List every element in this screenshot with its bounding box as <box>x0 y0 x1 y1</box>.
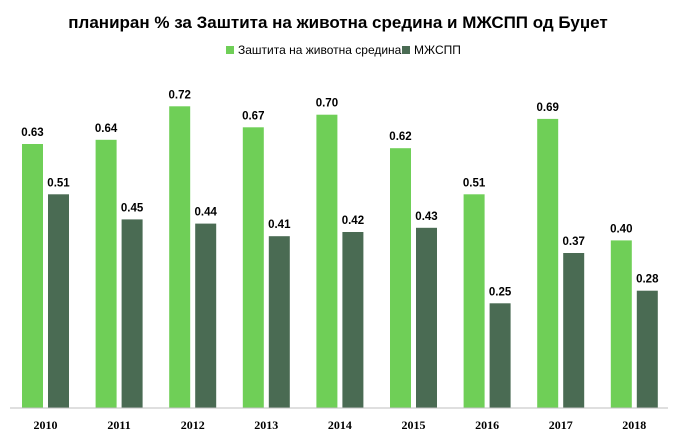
bars-layer <box>22 106 658 409</box>
x-tick-label-2015: 2015 <box>402 418 426 432</box>
legend-label-environment: Заштита на животна средина <box>238 43 402 57</box>
bar-mzhspp-2015 <box>416 227 437 408</box>
x-tick-label-2014: 2014 <box>328 418 352 432</box>
value-label-mzhspp-2018: 0.28 <box>636 274 659 286</box>
value-label-environment-2017: 0.69 <box>537 102 559 114</box>
bar-mzhspp-2011 <box>121 219 143 408</box>
bar-environment-2014 <box>316 114 338 408</box>
bar-environment-2017 <box>537 118 559 409</box>
value-label-mzhspp-2010: 0.51 <box>47 177 70 189</box>
bar-environment-2018 <box>610 240 632 408</box>
legend-swatch-environment <box>226 46 234 54</box>
value-label-mzhspp-2011: 0.45 <box>121 202 144 214</box>
value-label-environment-2010: 0.63 <box>21 127 43 139</box>
legend: Заштита на животна средина МЖСПП <box>226 43 461 57</box>
x-axis-ticks: 2010 2011 2012 2013 2014 2015 2016 2017 2018 <box>34 418 647 432</box>
value-label-mzhspp-2014: 0.42 <box>342 215 364 227</box>
legend-label-mzhspp: МЖСПП <box>414 43 461 57</box>
value-label-mzhspp-2012: 0.44 <box>195 207 218 219</box>
legend-swatch-mzhspp <box>402 46 410 54</box>
bar-mzhspp-2014 <box>342 232 364 408</box>
value-label-environment-2012: 0.72 <box>169 89 191 101</box>
bar-mzhspp-2017 <box>563 253 585 408</box>
value-label-environment-2014: 0.70 <box>316 98 338 110</box>
x-tick-label-2010: 2010 <box>34 418 58 432</box>
bar-mzhspp-2018 <box>636 290 658 408</box>
chart-title: планиран % за Заштита на животна средина… <box>68 13 607 32</box>
value-labels-layer: 0.63 0.51 0.64 0.45 0.72 0.44 0.67 0.41 0.70 0.42… <box>21 89 659 298</box>
bar-environment-2010 <box>22 144 43 408</box>
value-label-environment-2018: 0.40 <box>610 223 632 235</box>
x-tick-label-2018: 2018 <box>622 418 646 432</box>
bar-environment-2015 <box>390 148 411 408</box>
bar-mzhspp-2012 <box>195 223 217 408</box>
value-label-environment-2016: 0.51 <box>463 177 486 189</box>
bar-mzhspp-2013 <box>268 236 290 408</box>
value-label-environment-2013: 0.67 <box>242 110 264 122</box>
value-label-environment-2011: 0.64 <box>95 123 118 135</box>
bar-mzhspp-2016 <box>489 303 511 409</box>
bar-environment-2012 <box>169 106 191 409</box>
bar-environment-2011 <box>95 139 117 409</box>
x-tick-label-2013: 2013 <box>254 418 278 432</box>
x-tick-label-2011: 2011 <box>107 418 130 432</box>
value-label-mzhspp-2013: 0.41 <box>268 219 291 231</box>
value-label-environment-2015: 0.62 <box>389 131 411 143</box>
value-label-mzhspp-2015: 0.43 <box>415 211 437 223</box>
bar-mzhspp-2010 <box>48 194 69 408</box>
value-label-mzhspp-2016: 0.25 <box>489 286 512 298</box>
bar-environment-2013 <box>242 127 264 409</box>
x-tick-label-2017: 2017 <box>549 418 573 432</box>
bar-environment-2016 <box>463 194 485 408</box>
x-tick-label-2012: 2012 <box>181 418 205 432</box>
value-label-mzhspp-2017: 0.37 <box>563 236 585 248</box>
x-tick-label-2016: 2016 <box>475 418 499 432</box>
